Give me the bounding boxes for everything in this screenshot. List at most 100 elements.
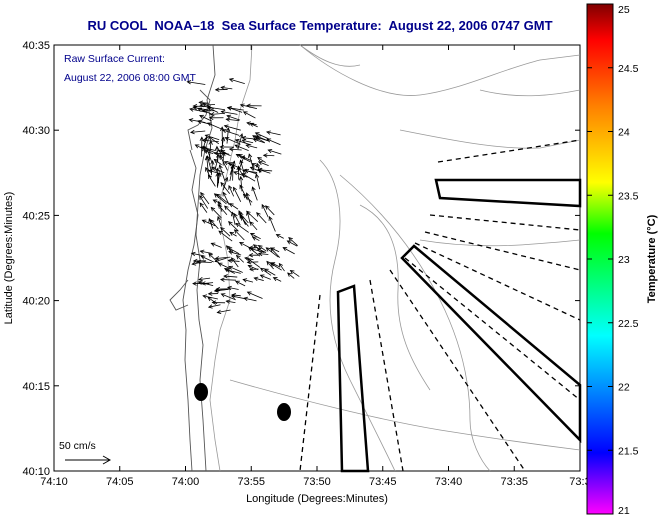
scale-arrow — [65, 455, 112, 465]
current-vector — [256, 135, 268, 141]
current-vector — [197, 280, 214, 286]
x-axis-ticks: 74:10 74:05 74:00 73:55 73:50 73:45 73:40 73:35… — [40, 45, 591, 488]
current-vector — [201, 219, 216, 227]
current-vector — [224, 136, 241, 145]
current-vector — [229, 231, 237, 237]
colorbar-tick-label: 22.5 — [618, 318, 639, 330]
current-vector — [224, 205, 233, 214]
current-vector — [207, 122, 223, 130]
current-vector — [256, 212, 267, 224]
current-vector — [209, 219, 219, 230]
colorbar-ticks: 25 24.5 24 23.5 23 22.5 22 21.5 21 — [587, 3, 639, 517]
current-vector — [229, 160, 236, 175]
current-vector — [226, 114, 241, 121]
x-axis-label: Longitude (Degrees:Minutes) — [246, 493, 388, 505]
annotation-line-1: Raw Surface Current: — [64, 53, 165, 65]
current-vector — [256, 248, 267, 253]
current-vector — [194, 144, 207, 151]
current-vector — [220, 226, 231, 237]
current-vector — [219, 144, 235, 150]
current-vector — [218, 164, 226, 182]
current-vector — [227, 247, 240, 255]
current-vector — [265, 247, 279, 258]
current-vector — [233, 171, 248, 178]
x-tick-label: 74:05 — [106, 476, 134, 488]
current-vector — [266, 260, 274, 270]
current-vector — [212, 199, 222, 204]
current-vector — [220, 85, 233, 90]
current-vector — [196, 259, 212, 265]
current-vector — [228, 250, 242, 256]
buoy-marker — [194, 383, 208, 401]
current-vector — [282, 247, 295, 255]
current-vector — [199, 249, 213, 254]
x-tick-label: 74:10 — [40, 476, 68, 488]
plot-area — [53, 44, 581, 472]
current-vector — [218, 230, 233, 242]
current-vector — [203, 149, 214, 155]
y-tick-label: 40:15 — [22, 381, 50, 393]
current-vector — [233, 212, 241, 226]
current-vector — [239, 184, 248, 201]
current-vector — [246, 121, 257, 126]
current-vector — [249, 221, 258, 231]
current-vector — [236, 165, 241, 180]
current-vector — [287, 272, 295, 279]
current-vector — [207, 107, 219, 113]
current-vector — [233, 186, 242, 202]
current-vector — [262, 153, 275, 158]
current-vector — [225, 299, 236, 304]
current-vector — [209, 112, 225, 117]
current-vector — [288, 237, 298, 246]
current-vector — [190, 129, 206, 135]
current-vector — [235, 280, 246, 287]
current-vector — [265, 205, 275, 216]
x-tick-label: 73:40 — [435, 476, 463, 488]
current-vector — [246, 210, 259, 223]
current-vector — [253, 276, 264, 281]
current-vector — [208, 115, 224, 120]
current-vector — [257, 168, 271, 174]
current-vector — [223, 274, 238, 279]
current-vector — [186, 80, 206, 85]
y-tick-label: 40:25 — [22, 210, 50, 222]
current-vector — [235, 222, 249, 233]
current-vector — [248, 246, 261, 257]
current-vector — [217, 262, 231, 269]
current-vector — [233, 229, 245, 241]
current-vector — [215, 172, 220, 187]
current-vector — [228, 265, 243, 273]
current-vector — [242, 278, 254, 283]
current-vector — [228, 203, 239, 210]
current-vector — [234, 144, 249, 152]
buoy-marker — [277, 403, 291, 421]
current-vector — [251, 236, 260, 241]
current-vector — [213, 158, 222, 166]
current-vector — [202, 146, 218, 155]
current-vector — [222, 191, 230, 206]
current-vector — [246, 291, 263, 299]
current-vector — [247, 258, 261, 268]
current-vector — [210, 242, 222, 248]
current-vector — [228, 78, 245, 85]
current-vector — [221, 128, 240, 136]
current-vector — [251, 186, 258, 201]
current-vector — [210, 160, 215, 176]
current-vector — [200, 255, 214, 263]
current-vector — [226, 106, 244, 111]
current-vector — [223, 268, 235, 274]
current-vector — [266, 130, 281, 136]
current-vector — [257, 160, 269, 167]
current-vector — [275, 234, 284, 239]
coastline — [169, 44, 216, 472]
colorbar-tick-label: 25 — [618, 4, 630, 16]
current-vector — [222, 176, 229, 191]
colorbar-label: Temperature (°C) — [646, 214, 658, 303]
current-vector — [261, 203, 269, 218]
current-vector — [214, 257, 227, 263]
y-tick-label: 40:30 — [22, 125, 50, 137]
current-vector — [198, 277, 211, 282]
current-vector — [202, 294, 218, 300]
current-vector — [223, 124, 241, 131]
